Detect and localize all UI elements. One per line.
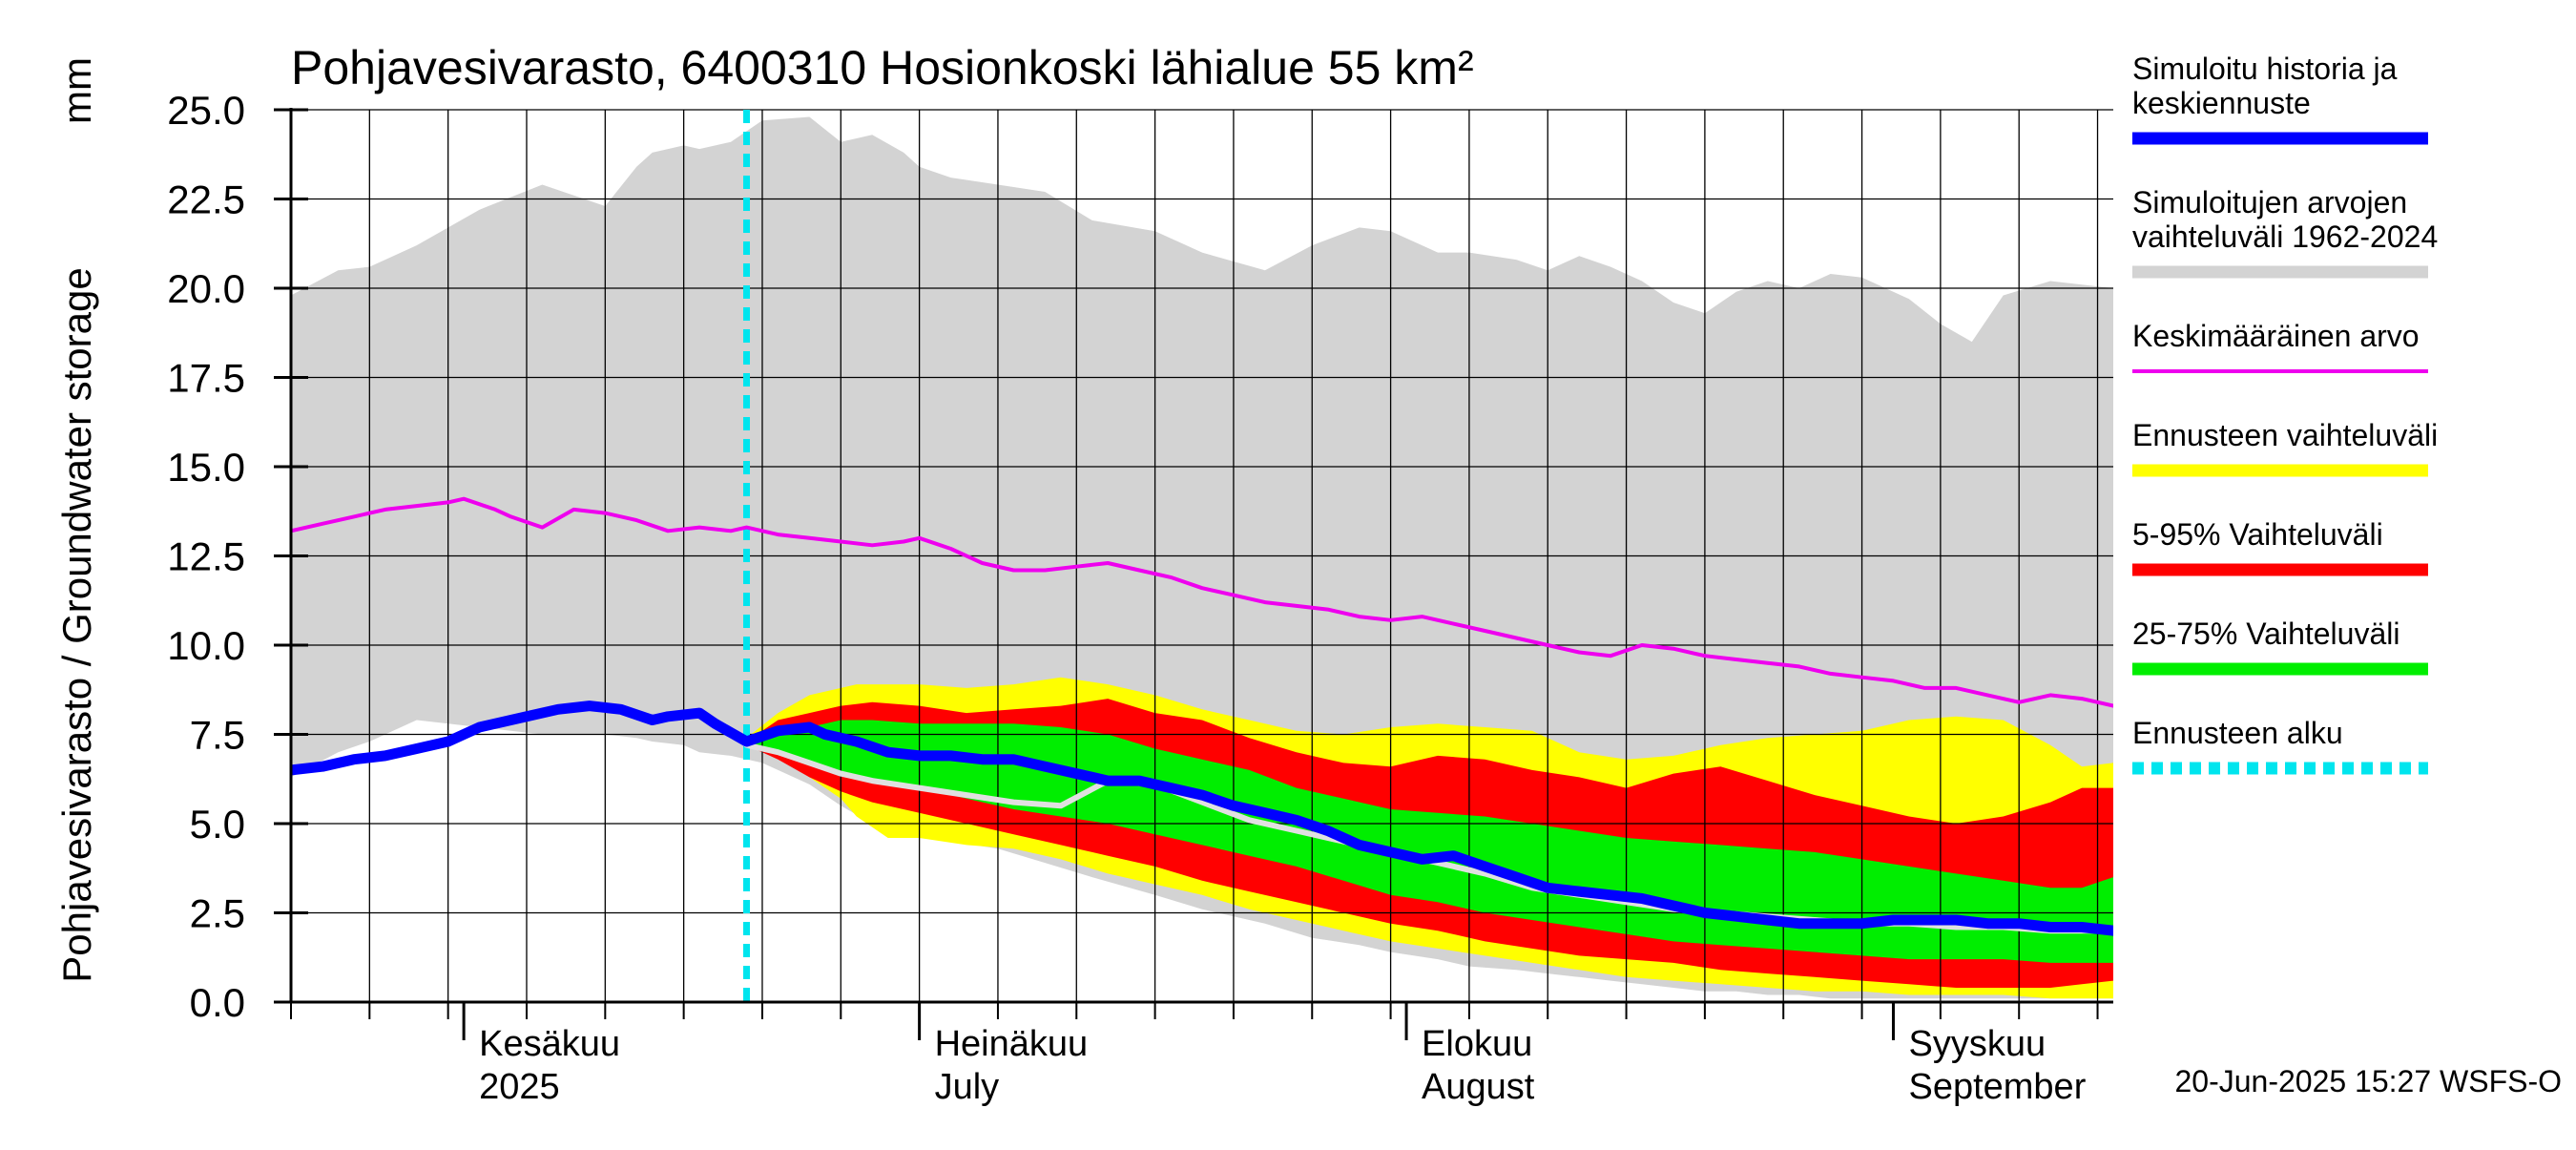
plot-axes: 0.0 2.5 5.0 7.5 10.0 12.5 15.0 17.5 20.0 22.5 25.0… [167,88,2113,1107]
chart-title: Pohjavesivarasto, 6400310 Hosionkoski lä… [291,41,1474,94]
x-month-label-2: Elokuu [1422,1024,1532,1064]
legend-label-6-0: Ennusteen alku [2132,716,2343,750]
y-tick-label-3: 7.5 [190,713,245,758]
y-tick-label-7: 17.5 [167,356,245,401]
x-month-label-0: Kesäkuu [479,1024,620,1064]
legend-label-1-0: Simuloitujen arvojen [2132,185,2407,220]
y-tick-label-1: 2.5 [190,891,245,936]
legend-label-4-0: 5-95% Vaihteluväli [2132,517,2383,552]
x-month-sublabel-0: 2025 [479,1067,560,1107]
y-tick-label-4: 10.0 [167,623,245,668]
x-month-sublabel-3: September [1908,1067,2086,1107]
x-month-sublabel-1: July [935,1067,1000,1107]
x-month-label-3: Syyskuu [1908,1024,2046,1064]
y-tick-label-2: 5.0 [190,802,245,847]
x-month-label-1: Heinäkuu [935,1024,1089,1064]
series-line-2 [291,700,2113,936]
legend-label-0-1: keskiennuste [2132,86,2311,120]
footer-timestamp: 20-Jun-2025 15:27 WSFS-O [2174,1064,2562,1098]
y-tick-label-8: 20.0 [167,266,245,311]
y-tick-label-10: 25.0 [167,88,245,133]
plot-lines [291,110,2113,1002]
x-month-sublabel-2: August [1422,1067,1535,1107]
legend-label-0-0: Simuloitu historia ja [2132,52,2398,86]
plot-bands [291,116,2113,999]
legend-label-5-0: 25-75% Vaihteluväli [2132,617,2399,651]
legend-label-3-0: Ennusteen vaihteluväli [2132,418,2438,452]
y-tick-label-9: 22.5 [167,178,245,222]
y-tick-label-6: 15.0 [167,445,245,490]
y-tick-label-0: 0.0 [190,980,245,1025]
legend-label-1-1: vaihteluväli 1962-2024 [2132,220,2438,254]
series-line-1 [291,496,2113,708]
y-tick-label-5: 12.5 [167,534,245,579]
y-axis-unit: mm [54,57,99,124]
legend-label-2-0: Keskimääräinen arvo [2132,319,2420,353]
y-axis-label: Pohjavesivarasto / Groundwater storage [54,267,99,982]
